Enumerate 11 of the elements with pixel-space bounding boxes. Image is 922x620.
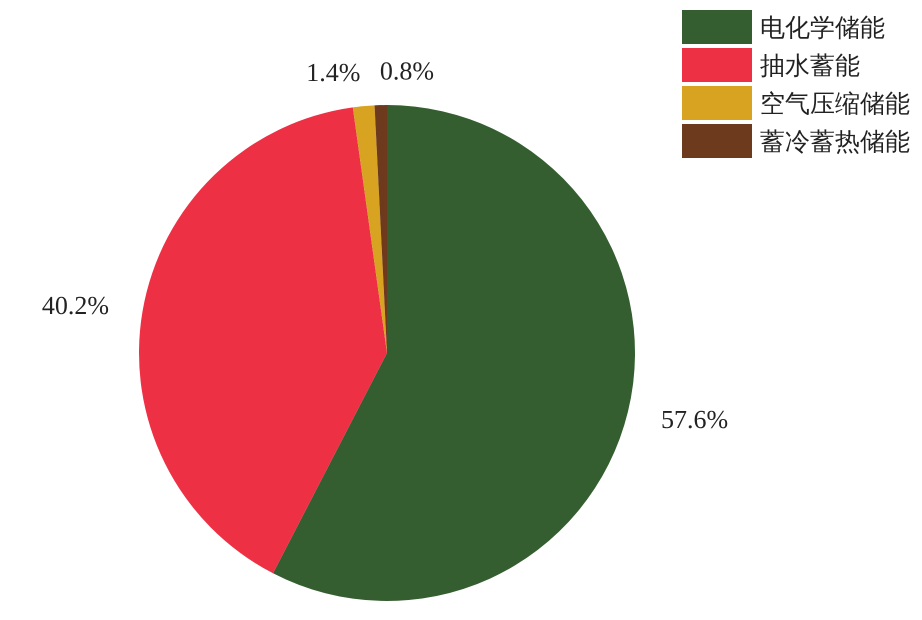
legend-label: 抽水蓄能 xyxy=(760,50,860,82)
pie-slice xyxy=(352,105,387,353)
legend-label: 蓄冷蓄热储能 xyxy=(760,126,910,158)
data-label: 1.4% xyxy=(306,58,360,87)
legend-label: 电化学储能 xyxy=(760,12,885,44)
pie-slice xyxy=(139,107,387,574)
data-label: 40.2% xyxy=(42,290,110,320)
legend-label: 空气压缩储能 xyxy=(760,88,910,120)
pie-slice xyxy=(273,105,635,601)
data-label: 0.8% xyxy=(380,56,434,86)
data-label: 57.6% xyxy=(661,405,728,434)
